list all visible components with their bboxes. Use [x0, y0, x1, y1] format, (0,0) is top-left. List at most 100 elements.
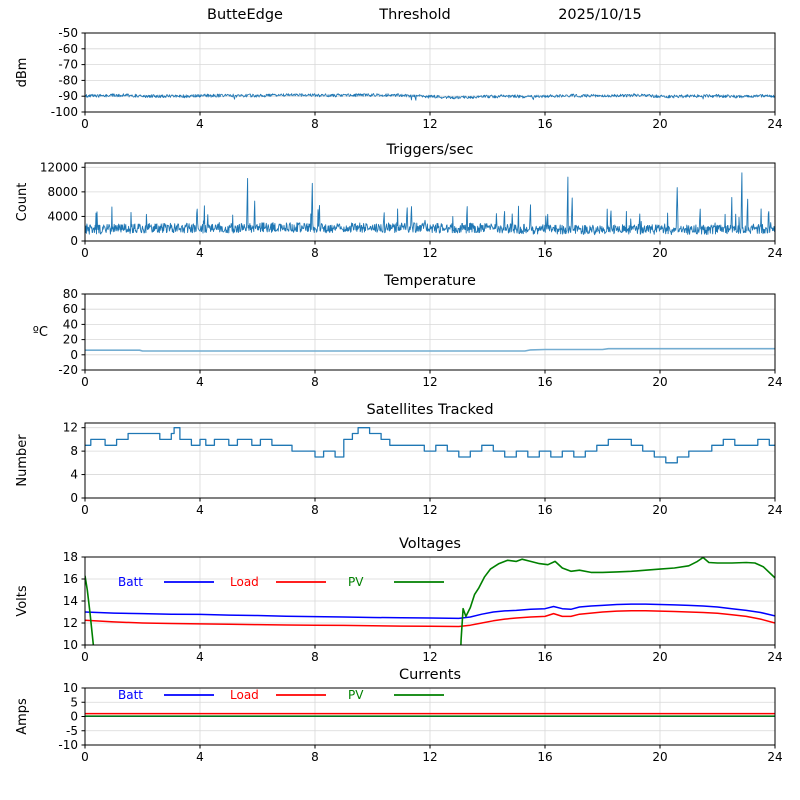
chart-voltages: 0 4 8 12 16 20 24 10 12 14 16 18 Voltages Volts Batt Lo…	[15, 536, 783, 664]
y-tick-label: 80	[63, 287, 78, 301]
x-tick-label: 16	[537, 117, 552, 131]
x-tick-label: 16	[537, 503, 552, 517]
x-tick-label: 20	[652, 375, 667, 389]
series-Load	[85, 609, 775, 628]
y-axis-label: Number	[15, 434, 30, 487]
y-tick-label: 5	[70, 695, 78, 709]
chart-title-currents: Currents	[399, 667, 461, 683]
x-tick-label: 8	[311, 375, 319, 389]
y-tick-label: 10	[63, 638, 78, 652]
x-tick-label: 8	[311, 503, 319, 517]
x-tick-label: 4	[196, 375, 204, 389]
x-tick-label: 0	[81, 117, 89, 131]
y-axis-label: ºC	[33, 325, 48, 340]
series-Batt	[85, 603, 775, 620]
x-tick-label: 4	[196, 650, 204, 664]
y-tick-label: 20	[63, 333, 78, 347]
x-tick-label: 20	[652, 750, 667, 764]
y-tick-label: 0	[70, 234, 78, 248]
chart-satellites: 0 4 8 12 16 20 24 0 4 8 12 Satellites Tracked Number	[15, 402, 783, 517]
y-tick-label: 12000	[40, 160, 78, 174]
series-satellites	[85, 427, 775, 464]
y-tick-label: 18	[63, 550, 78, 564]
legend-label-Load: Load	[230, 688, 259, 702]
y-tick-label: -80	[58, 73, 78, 87]
tick-labels: 0 4 8 12 16 20 24 0 4 8 12	[63, 421, 783, 517]
legend-label-Batt: Batt	[118, 688, 143, 702]
y-tick-label: 4	[70, 468, 78, 482]
y-tick-label: -20	[58, 363, 78, 377]
x-tick-label: 20	[652, 650, 667, 664]
tick-labels: 0 4 8 12 16 20 24 0 4000 8000 12000	[40, 160, 783, 260]
y-tick-label: 4000	[47, 209, 78, 223]
grid	[84, 293, 776, 371]
x-tick-label: 8	[311, 246, 319, 260]
y-tick-label: -10	[58, 738, 78, 752]
x-tick-label: 24	[767, 650, 782, 664]
x-tick-label: 4	[196, 750, 204, 764]
x-tick-label: 12	[422, 503, 437, 517]
series-rssi	[85, 93, 775, 101]
x-tick-label: 20	[652, 246, 667, 260]
y-tick-label: 8000	[47, 185, 78, 199]
x-tick-label: 20	[652, 503, 667, 517]
x-tick-label: 24	[767, 246, 782, 260]
chart-title-temperature: Temperature	[383, 273, 476, 289]
x-tick-label: 0	[81, 246, 89, 260]
x-tick-label: 16	[537, 246, 552, 260]
legend-label-PV: PV	[348, 688, 364, 702]
x-tick-label: 4	[196, 246, 204, 260]
x-tick-label: 12	[422, 650, 437, 664]
x-tick-label: 8	[311, 750, 319, 764]
legend: Batt Load PV	[118, 688, 444, 702]
x-tick-label: 0	[81, 375, 89, 389]
figure-header: ButteEdge Threshold 2025/10/15	[0, 7, 800, 27]
y-tick-label: -70	[58, 58, 78, 72]
x-tick-label: 12	[422, 246, 437, 260]
y-tick-label: 0	[70, 491, 78, 505]
tick-labels: 0 4 8 12 16 20 24 -100 -90 -80-70 -60 -50	[51, 26, 783, 131]
series-triggers	[85, 172, 775, 236]
chart-title-voltages: Voltages	[399, 536, 461, 552]
x-tick-label: 8	[311, 117, 319, 131]
x-tick-label: 24	[767, 503, 782, 517]
x-tick-label: 8	[311, 650, 319, 664]
x-tick-label: 16	[537, 650, 552, 664]
x-tick-label: 12	[422, 117, 437, 131]
legend: Batt Load PV	[118, 575, 444, 589]
y-tick-label: -5	[66, 724, 78, 738]
y-tick-label: -60	[58, 42, 78, 56]
x-tick-label: 20	[652, 117, 667, 131]
y-axis-label: dBm	[15, 58, 30, 88]
y-tick-label: 12	[63, 616, 78, 630]
y-axis-label: Amps	[15, 698, 30, 735]
y-tick-label: -100	[51, 105, 78, 119]
y-tick-label: -50	[58, 26, 78, 40]
series-temperature	[85, 347, 775, 352]
header-mode-label: Threshold	[379, 7, 451, 23]
tick-labels: 0 4 8 12 16 20 24 10 12 14 16 18	[63, 550, 783, 664]
grid	[84, 556, 776, 646]
y-tick-label: -90	[58, 89, 78, 103]
x-tick-label: 12	[422, 750, 437, 764]
legend-label-Batt: Batt	[118, 575, 143, 589]
y-axis-label: Count	[15, 183, 30, 222]
chart-triggers: 0 4 8 12 16 20 24 0 4000 8000 12000 Triggers/sec Cou…	[15, 142, 783, 260]
y-tick-label: 8	[70, 444, 78, 458]
y-tick-label: 16	[63, 572, 78, 586]
x-tick-label: 12	[422, 375, 437, 389]
y-tick-label: 10	[63, 681, 78, 695]
x-tick-label: 16	[537, 750, 552, 764]
y-tick-label: 12	[63, 421, 78, 435]
x-tick-label: 4	[196, 503, 204, 517]
x-tick-label: 24	[767, 117, 782, 131]
y-tick-label: 60	[63, 302, 78, 316]
header-date-label: 2025/10/15	[558, 7, 642, 23]
y-tick-label: 0	[70, 710, 78, 724]
x-tick-label: 0	[81, 650, 89, 664]
